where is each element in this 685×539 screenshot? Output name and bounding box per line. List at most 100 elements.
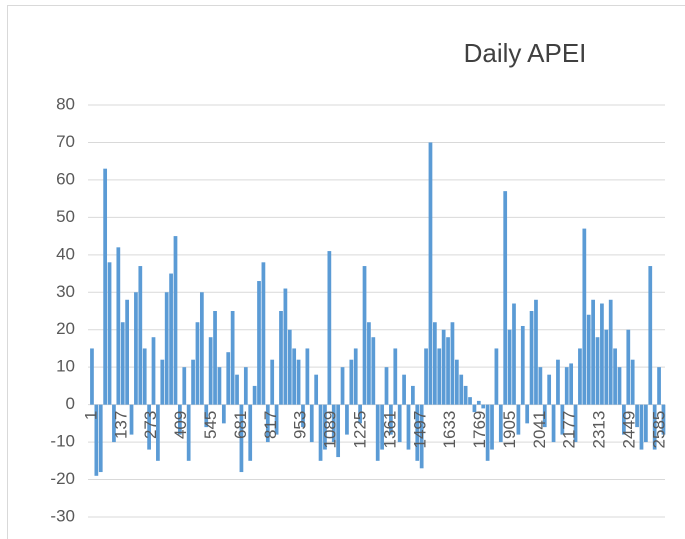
bar xyxy=(349,359,354,405)
chart-frame xyxy=(7,5,685,539)
bar xyxy=(586,314,591,405)
bar xyxy=(578,348,582,405)
bar xyxy=(428,142,433,405)
bar xyxy=(564,367,569,405)
bar xyxy=(353,348,358,405)
bar xyxy=(217,367,222,405)
bar xyxy=(613,348,617,405)
bar xyxy=(221,404,226,424)
bar xyxy=(600,303,604,405)
bar xyxy=(195,322,200,405)
x-tick-label: 1225 xyxy=(350,411,369,449)
bar xyxy=(397,404,402,443)
y-tick-label: 20 xyxy=(56,319,75,338)
bar xyxy=(538,367,543,405)
bar xyxy=(103,168,108,405)
x-tick-label: 1089 xyxy=(321,411,340,449)
bar xyxy=(323,404,327,450)
bar xyxy=(498,404,503,443)
bar xyxy=(494,348,499,405)
bar xyxy=(503,191,508,405)
bar xyxy=(556,359,560,405)
bar xyxy=(90,348,94,405)
bar xyxy=(204,404,209,428)
bar xyxy=(389,404,393,435)
bar xyxy=(230,311,235,405)
bar xyxy=(120,322,125,405)
bar xyxy=(551,404,556,443)
bar xyxy=(287,329,292,405)
bar xyxy=(485,404,490,461)
bar xyxy=(415,404,420,461)
bar xyxy=(626,329,631,405)
bar xyxy=(446,337,450,405)
bar xyxy=(406,404,411,450)
bar xyxy=(595,337,600,405)
bar xyxy=(301,404,305,428)
bar xyxy=(520,325,525,405)
bar xyxy=(129,404,134,435)
bar xyxy=(182,367,187,405)
bar xyxy=(639,404,644,450)
bar xyxy=(569,363,574,405)
bar xyxy=(644,404,648,443)
x-tick-label: 953 xyxy=(291,411,310,439)
bar xyxy=(437,348,442,405)
bar xyxy=(411,385,415,405)
bar xyxy=(481,404,486,409)
bar xyxy=(380,404,384,450)
bar xyxy=(393,348,398,405)
bar xyxy=(525,404,530,424)
bar xyxy=(441,329,446,405)
bar xyxy=(661,404,666,435)
bar xyxy=(432,322,437,405)
bar xyxy=(199,292,204,405)
bar xyxy=(591,299,595,405)
bar xyxy=(279,311,283,405)
x-tick-label: 545 xyxy=(201,411,220,439)
x-tick-label: 1361 xyxy=(380,411,399,449)
bar xyxy=(296,359,301,405)
bar xyxy=(367,322,371,405)
bar xyxy=(542,404,547,428)
bar xyxy=(371,337,376,405)
bar xyxy=(490,404,494,450)
y-tick-label: -30 xyxy=(50,506,75,525)
bar xyxy=(274,404,279,435)
bar xyxy=(375,404,380,461)
x-tick-label: 137 xyxy=(111,411,130,439)
bar xyxy=(516,404,521,435)
bar xyxy=(454,359,459,405)
bar xyxy=(257,281,261,405)
x-tick-label: 681 xyxy=(231,411,250,439)
bar xyxy=(608,299,613,405)
bar xyxy=(261,262,266,405)
bar xyxy=(345,404,349,435)
bar xyxy=(450,322,455,405)
x-tick-label: 1497 xyxy=(410,411,429,449)
y-tick-label: 0 xyxy=(66,394,75,413)
y-tick-label: 40 xyxy=(56,244,75,263)
bar xyxy=(125,299,129,405)
bar xyxy=(156,404,160,461)
bar xyxy=(358,404,362,424)
bar xyxy=(617,367,622,405)
bar xyxy=(213,311,217,405)
bar xyxy=(547,374,552,405)
bar xyxy=(191,359,195,405)
bar xyxy=(173,236,178,405)
bar xyxy=(248,404,253,461)
bar xyxy=(178,404,182,435)
bar xyxy=(116,247,121,405)
bar xyxy=(107,262,112,405)
bar xyxy=(507,329,512,405)
bar xyxy=(604,329,609,405)
y-tick-label: 70 xyxy=(56,132,75,151)
bar xyxy=(226,352,231,405)
bar xyxy=(235,374,239,405)
bar xyxy=(336,404,341,458)
bar xyxy=(318,404,323,461)
bar xyxy=(305,348,310,405)
x-tick-label: 2585 xyxy=(649,411,668,449)
